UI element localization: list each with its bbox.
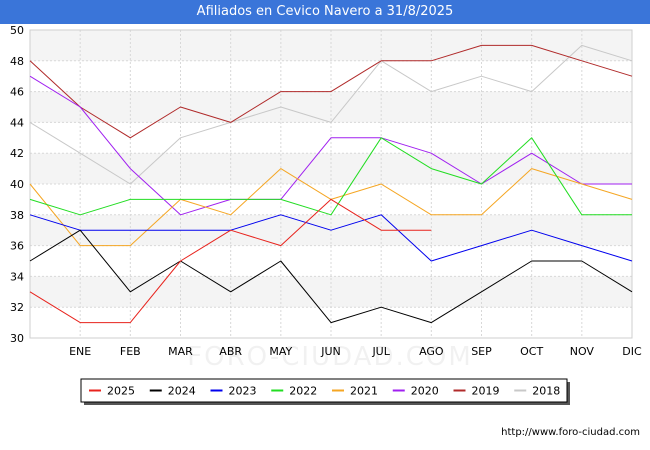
chart-title: Afiliados en Cevico Navero a 31/8/2025: [0, 0, 650, 24]
series-lines: [29, 44, 633, 324]
series-line-2018: [29, 44, 633, 185]
y-tick-label: 38: [10, 209, 24, 222]
y-tick-label: 48: [10, 55, 24, 68]
x-tick-label: ABR: [219, 345, 242, 358]
x-tick-label: NOV: [570, 345, 595, 358]
x-tick-label: FEB: [120, 345, 141, 358]
y-tick-label: 42: [10, 147, 24, 160]
x-tick-label: MAY: [269, 345, 292, 358]
y-tick-label: 36: [10, 240, 24, 253]
series-line-2020: [29, 75, 632, 216]
y-tick-label: 50: [10, 24, 24, 37]
x-tick-labels: ENE FEB MAR ABR MAY JUN JUL AGO SEP OCT NOV DIC: [69, 345, 642, 358]
legend-label-2025: 2025: [107, 385, 135, 398]
legend-label-2021: 2021: [350, 385, 378, 398]
legend-label-2018: 2018: [532, 385, 560, 398]
x-tick-label: ENE: [69, 345, 91, 358]
series-line-2025: [29, 198, 432, 324]
x-tick-label: SEP: [471, 345, 492, 358]
y-tick-label: 40: [10, 178, 24, 191]
x-tick-label: JUN: [320, 345, 341, 358]
legend-label-2020: 2020: [411, 385, 439, 398]
series-line-2023: [29, 214, 633, 262]
legend-label-2019: 2019: [472, 385, 500, 398]
x-tick-label: JUL: [371, 345, 390, 358]
x-tick-label: AGO: [419, 345, 444, 358]
legend: 2025 2024 2023 2022 2021 2020 2019 2018: [80, 378, 570, 405]
watermark-text: FORO-CIUDAD.COM: [187, 342, 473, 372]
legend-box: [80, 378, 568, 403]
y-tick-label: 46: [10, 86, 24, 99]
y-tick-label: 30: [10, 332, 24, 345]
series-line-2019: [29, 44, 633, 139]
footer-url: http://www.foro-ciudad.com: [501, 427, 640, 438]
legend-label-2024: 2024: [168, 385, 196, 398]
y-tick-labels: 30 32 34 36 38 40 42 44 46 48 50: [10, 24, 24, 345]
y-tick-label: 32: [10, 301, 24, 314]
x-tick-label: MAR: [168, 345, 193, 358]
series-line-2024: [29, 229, 633, 324]
legend-label-2023: 2023: [229, 385, 257, 398]
legend-label-2022: 2022: [289, 385, 317, 398]
y-tick-label: 34: [10, 270, 24, 283]
series-line-2022: [29, 137, 632, 216]
x-tick-label: DIC: [622, 345, 642, 358]
y-tick-label: 44: [10, 116, 24, 129]
x-tick-label: OCT: [520, 345, 543, 358]
